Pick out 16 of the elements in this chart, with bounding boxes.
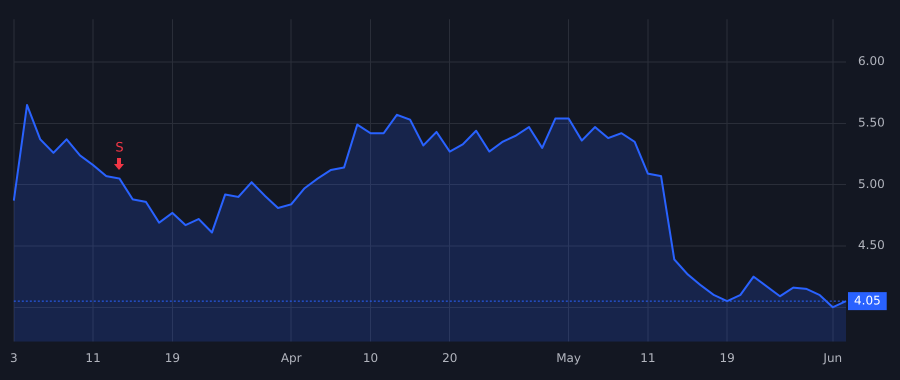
annotation: S xyxy=(115,140,124,156)
x-tick-label: Apr xyxy=(280,350,302,365)
x-tick-label: 19 xyxy=(164,350,180,365)
y-tick-label: 4.50 xyxy=(858,238,885,252)
x-tick-label: 11 xyxy=(85,350,101,365)
x-tick-label: May xyxy=(556,350,582,365)
x-tick-label: 19 xyxy=(719,350,735,365)
x-tick-label: 10 xyxy=(362,350,378,365)
y-tick-label: 5.50 xyxy=(858,116,885,130)
x-tick-label: Jun xyxy=(822,350,842,365)
x-tick-label: 20 xyxy=(442,350,458,365)
y-tick-label: 5.00 xyxy=(858,176,885,191)
x-tick-label: 3 xyxy=(10,350,18,365)
ref-line-label: 4.05 xyxy=(854,293,881,308)
x-tick-label: 11 xyxy=(640,350,656,365)
y-tick-label: 6.00 xyxy=(858,54,885,68)
